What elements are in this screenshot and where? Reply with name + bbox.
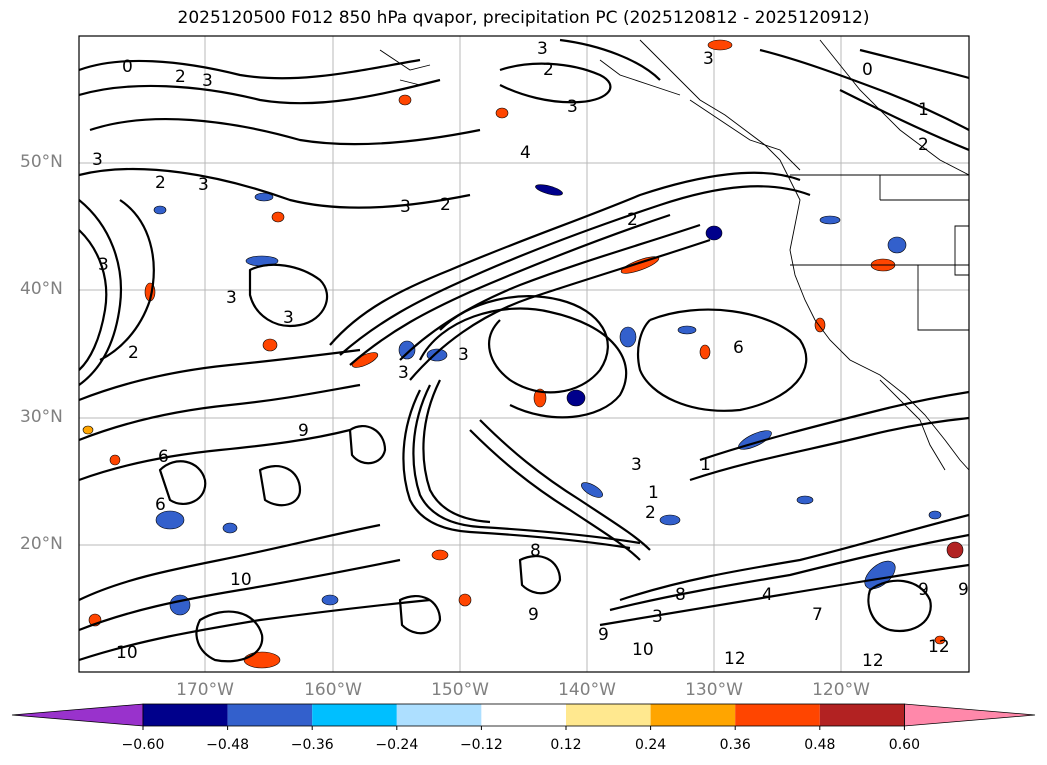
contour-label: 6	[155, 495, 166, 515]
colorbar-segment	[650, 704, 736, 726]
colorbar-tick-label: −0.60	[121, 737, 165, 753]
contour-label: 3	[98, 255, 109, 275]
colorbar-segment	[819, 704, 905, 726]
figure-title: 2025120500 F012 850 hPa qvapor, precipit…	[177, 8, 870, 28]
map-frame	[78, 35, 970, 673]
contour-label: 2	[155, 173, 166, 193]
colorbar-tick-label: −0.24	[375, 737, 419, 753]
contour-label: 3	[202, 71, 213, 91]
contour-label: 3	[567, 97, 578, 117]
colorbar	[11, 703, 1036, 730]
contour-label: 9	[958, 580, 969, 600]
contour-label: 2	[128, 343, 139, 363]
colorbar-tick-label: 0.48	[804, 737, 836, 753]
colorbar-segment	[227, 704, 313, 726]
contour-label: 3	[226, 288, 237, 308]
contour-labels: 0 2 3 3 2 3 4 3 2 3 1 2 0 1 2 3 3 2 3 3 …	[92, 39, 969, 671]
lat-label-40n: 40°N	[20, 279, 63, 299]
contour-label: 6	[733, 338, 744, 358]
lon-label-130w: 130°W	[685, 680, 743, 700]
lat-label-50n: 50°N	[20, 152, 63, 172]
contour-label: 2	[645, 503, 656, 523]
contour-label: 2	[918, 135, 929, 155]
colorbar-extend-high	[904, 703, 1036, 727]
contour-label: 3	[652, 607, 663, 627]
contour-label: 10	[116, 643, 138, 663]
contour-label: 2	[627, 210, 638, 230]
contour-label: 3	[537, 39, 548, 59]
contour-label: 3	[92, 150, 103, 170]
colorbar-segment	[143, 704, 228, 726]
colorbar-tick-label: 0.60	[888, 737, 920, 753]
qvapor-contours	[79, 38, 969, 663]
contour-label: 2	[440, 195, 451, 215]
colorbar-tick-label: −0.36	[290, 737, 334, 753]
contour-label: 3	[398, 363, 409, 383]
contour-label: 2	[543, 60, 554, 80]
colorbar-segment	[481, 704, 566, 726]
precip-pc-field	[82, 39, 964, 669]
contour-label: 1	[648, 483, 659, 503]
lat-label-30n: 30°N	[20, 407, 63, 427]
lon-label-170w: 170°W	[176, 680, 234, 700]
contour-label: 0	[862, 60, 873, 80]
lat-label-20n: 20°N	[20, 534, 63, 554]
lon-label-160w: 160°W	[304, 680, 362, 700]
contour-label: 10	[632, 640, 654, 660]
contour-label: 8	[530, 541, 541, 561]
contour-label: 4	[762, 585, 773, 605]
colorbar-frame	[142, 703, 905, 727]
contour-label: 3	[458, 345, 469, 365]
contour-label: 2	[175, 67, 186, 87]
contour-label: 1	[918, 100, 929, 120]
contour-label: 3	[703, 49, 714, 69]
lon-label-140w: 140°W	[558, 680, 616, 700]
contour-label: 8	[675, 585, 686, 605]
contour-label: 9	[528, 605, 539, 625]
contour-label: 0	[122, 57, 133, 77]
contour-label: 12	[724, 649, 746, 669]
contour-label: 10	[230, 570, 252, 590]
contour-label: 12	[862, 651, 884, 671]
colorbar-tick-label: −0.12	[459, 737, 503, 753]
contour-label: 3	[400, 197, 411, 217]
colorbar-segment	[396, 704, 482, 726]
colorbar-segment	[735, 704, 820, 726]
contour-label: 7	[812, 605, 823, 625]
contour-label: 3	[283, 308, 294, 328]
colorbar-tick-label: 0.12	[550, 737, 582, 753]
colorbar-tick-label: 0.36	[719, 737, 751, 753]
lon-label-150w: 150°W	[431, 680, 489, 700]
contour-label: 3	[631, 455, 642, 475]
colorbar-segment	[312, 704, 397, 726]
colorbar-segment	[566, 704, 651, 726]
contour-label: 9	[598, 625, 609, 645]
colorbar-extend-low	[11, 703, 144, 727]
lon-label-120w: 120°W	[812, 680, 870, 700]
contour-label: 3	[198, 175, 209, 195]
contour-label: 6	[158, 447, 169, 467]
colorbar-tick-label: −0.48	[206, 737, 250, 753]
map-panel: 0 2 3 3 2 3 4 3 2 3 1 2 0 1 2 3 3 2 3 3 …	[79, 36, 969, 672]
colorbar-tick-label: 0.24	[635, 737, 667, 753]
contour-label: 9	[918, 580, 929, 600]
contour-label: 12	[928, 637, 950, 657]
contour-label: 9	[298, 421, 309, 441]
contour-label: 1	[700, 455, 711, 475]
contour-label: 4	[520, 143, 531, 163]
